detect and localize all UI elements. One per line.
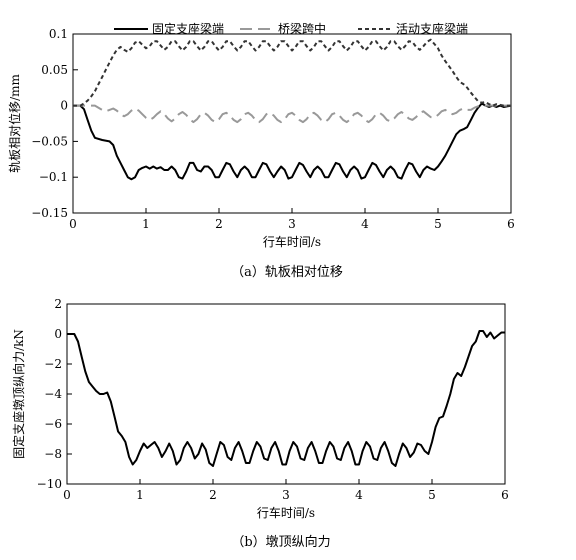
x-tick-label: 3 [282,488,290,502]
y-tick-label: 2 [54,297,62,311]
y-tick-label: 0 [60,99,68,113]
figure-caption: （b）墩顶纵向力 [231,534,330,550]
y-tick-label: −0.15 [31,206,68,220]
x-axis-title: 行车时间/s [263,234,321,249]
x-tick-label: 6 [507,217,515,231]
legend-label: 活动支座梁端 [396,21,468,36]
x-tick-label: 5 [428,488,436,502]
y-tick-label: −4 [44,387,62,401]
plot-frame [66,303,506,485]
y-tick-label: −8 [44,447,62,461]
y-axis-title: 轨板相对位移/mm [7,73,22,172]
chart-pier-top-force: 0 1 2 3 4 5 6 2 0 −2 −4 −6 −8 −10 行车时间/s 固定支座墩顶纵向力/kN （b… [11,297,509,550]
x-tick-label: 1 [136,488,144,502]
x-tick-label: 0 [63,488,71,502]
y-tick-label: 0.1 [49,27,68,41]
y-tick-label: 0 [54,327,62,341]
series-line [73,38,511,107]
y-tick-label: 0.05 [41,63,68,77]
y-axis-title: 固定支座墩顶纵向力/kN [11,329,26,459]
y-tick-label: −6 [44,417,62,431]
series-line [67,330,505,467]
x-tick-label: 1 [142,217,150,231]
x-tick-label: 2 [215,217,223,231]
legend-label: 固定支座梁端 [152,21,224,36]
x-tick-label: 4 [361,217,369,231]
x-tick-label: 3 [288,217,296,231]
legend-label: 桥梁跨中 [278,21,326,36]
y-tick-label: −2 [44,357,62,371]
x-tick-label: 0 [69,217,77,231]
series-line [73,102,512,181]
x-tick-label: 4 [355,488,363,502]
y-tick-label: −0.1 [39,170,68,184]
y-tick-label: −0.05 [31,134,68,148]
series-line [73,104,511,124]
x-tick-label: 6 [501,488,509,502]
y-tick-label: −10 [37,477,62,491]
x-tick-label: 2 [209,488,217,502]
figure-caption: （a）轨板相对位移 [231,265,343,280]
x-tick-label: 5 [434,217,442,231]
chart-relative-displacement: 0 1 2 3 4 5 6 0.1 0.05 0 −0.05 −0.1 −0.15 行车时间/s 轨板相对位… [7,21,515,280]
x-axis-title: 行车时间/s [257,505,315,520]
